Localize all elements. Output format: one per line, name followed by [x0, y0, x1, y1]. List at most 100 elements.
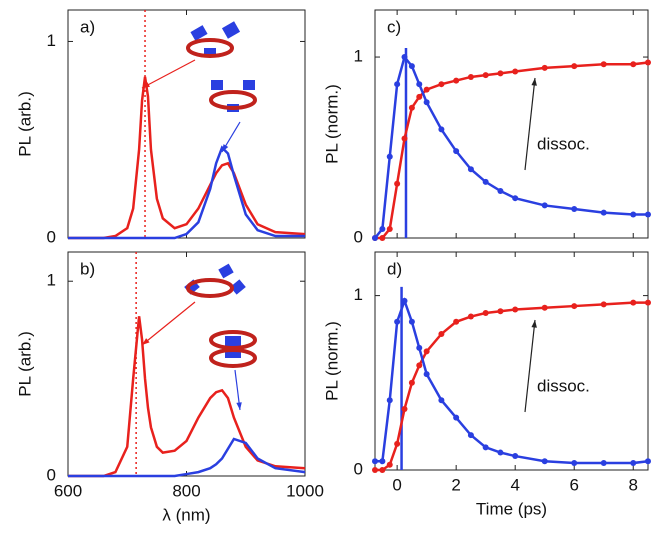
data-point — [512, 453, 519, 460]
y-axis-label: PL (norm.) — [322, 84, 341, 164]
chromophore — [230, 279, 246, 295]
chromophore — [218, 263, 234, 279]
x-tick-label: 0 — [392, 475, 401, 494]
plot-frame — [67, 9, 306, 239]
data-point — [438, 330, 445, 337]
data-point — [467, 432, 474, 439]
data-point — [379, 467, 386, 473]
data-point — [372, 235, 378, 241]
data-point — [630, 211, 637, 218]
chromophore — [204, 48, 216, 56]
data-point — [630, 460, 637, 467]
data-point — [645, 211, 651, 218]
chromophore — [243, 80, 255, 90]
arrow — [141, 301, 196, 346]
x-tick-label: 6 — [569, 475, 578, 494]
data-line — [375, 301, 648, 472]
y-axis-label: PL (arb.) — [15, 91, 34, 157]
x-tick-label: 800 — [172, 481, 200, 500]
data-point — [386, 153, 393, 160]
data-point — [512, 68, 519, 75]
arrow — [524, 77, 536, 171]
data-point — [571, 460, 578, 467]
data-point — [408, 63, 415, 70]
data-point — [453, 318, 460, 325]
arrow-head — [142, 82, 150, 88]
data-point — [401, 405, 408, 412]
data-point — [438, 126, 445, 133]
data-point — [600, 460, 607, 467]
data-point — [482, 310, 489, 317]
data-point — [386, 225, 393, 232]
data-point — [453, 414, 460, 421]
x-axis-label: Time (ps) — [476, 499, 547, 518]
data-point — [453, 148, 460, 155]
data-point — [600, 61, 607, 68]
ring — [209, 90, 257, 110]
molecule-icon — [186, 21, 241, 58]
y-tick-label: 1 — [47, 271, 56, 290]
data-point — [394, 318, 401, 325]
data-point — [467, 73, 474, 80]
annotation: dissoc. — [537, 134, 590, 153]
arrow-head — [531, 78, 537, 86]
data-line — [375, 297, 649, 465]
y-tick-label: 1 — [354, 285, 363, 304]
x-tick-label: 8 — [629, 475, 638, 494]
data-point — [416, 81, 423, 88]
annotation: dissoc. — [537, 376, 590, 395]
data-point — [423, 86, 430, 93]
ring — [186, 278, 234, 298]
data-point — [408, 318, 415, 325]
x-tick-label: 4 — [510, 475, 519, 494]
data-point — [394, 81, 401, 88]
data-line — [68, 145, 305, 240]
data-point — [408, 104, 415, 111]
y-tick-label: 1 — [47, 31, 56, 50]
arrow — [141, 59, 196, 89]
data-line — [68, 76, 306, 240]
plot-frame — [374, 9, 649, 239]
data-point — [372, 458, 378, 465]
y-tick-label: 1 — [354, 47, 363, 66]
ring — [209, 348, 257, 368]
y-tick-label: 0 — [354, 459, 363, 478]
arrow-head — [531, 320, 537, 328]
data-point — [482, 444, 489, 451]
panel-label: c) — [387, 17, 401, 36]
data-point — [416, 93, 423, 100]
x-axis-label: λ (nm) — [162, 505, 210, 524]
x-tick-label: 2 — [451, 475, 460, 494]
data-point — [541, 458, 548, 465]
data-point — [541, 202, 548, 209]
data-point — [497, 70, 504, 77]
panel-label: b) — [80, 259, 95, 278]
data-point — [423, 348, 430, 355]
data-point — [423, 99, 430, 106]
data-point — [401, 135, 408, 142]
x-tick-label: 600 — [54, 481, 82, 500]
data-point — [416, 344, 423, 351]
data-point — [379, 235, 386, 241]
plot-frame — [374, 251, 649, 471]
arrow — [524, 319, 536, 413]
data-point — [497, 187, 504, 194]
data-point — [571, 206, 578, 213]
data-point — [541, 304, 548, 311]
y-tick-label: 0 — [47, 227, 56, 246]
panel-label: d) — [387, 259, 402, 278]
data-point — [416, 362, 423, 369]
data-point — [401, 297, 408, 304]
data-line — [68, 316, 306, 478]
data-point — [571, 303, 578, 310]
data-point — [645, 458, 651, 465]
data-point — [512, 306, 519, 313]
data-point — [630, 61, 637, 68]
arrow-head — [222, 144, 229, 152]
data-point — [453, 77, 460, 84]
molecule-icon — [209, 80, 257, 112]
data-line — [374, 54, 648, 239]
data-line — [68, 437, 306, 478]
data-point — [512, 195, 519, 202]
data-point — [645, 299, 651, 306]
